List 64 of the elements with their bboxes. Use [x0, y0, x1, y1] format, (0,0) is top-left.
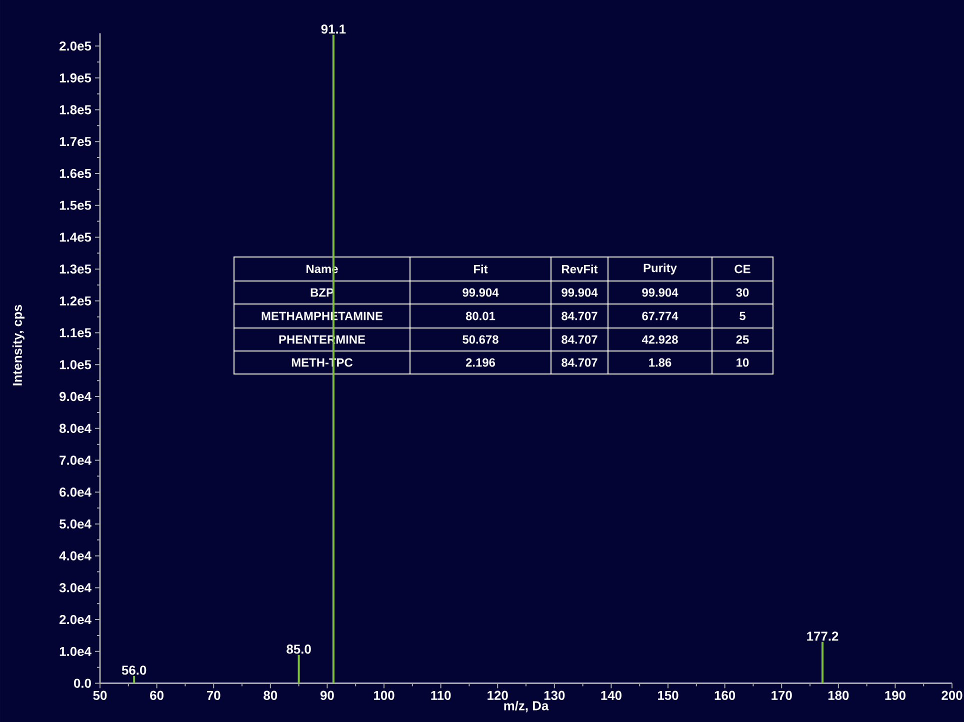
y-tick-label: 5.0e4	[59, 519, 92, 529]
x-tick-label: 90	[320, 690, 334, 700]
y-tick-label: 1.4e5	[60, 232, 92, 242]
y-tick-label: 7.0e4	[60, 456, 92, 465]
y-tick-label: 2.0e5	[60, 41, 92, 51]
x-tick-label: 190	[885, 690, 906, 700]
x-tick-label: 140	[601, 690, 622, 700]
annotation: 177.2	[807, 632, 838, 641]
annotation: 56.0	[122, 666, 146, 675]
y-tick-label: 1.8e5	[60, 105, 92, 114]
y-tick-label: 1.7e5	[60, 137, 92, 146]
x-tick-label: 70	[206, 690, 220, 700]
y-tick-label: 4.0e4	[59, 551, 92, 560]
x-tick-label: 120	[488, 690, 508, 700]
annotation: CE	[734, 264, 750, 274]
annotation: 5	[740, 312, 746, 320]
annotation: 91.1	[321, 24, 346, 34]
y-tick-label: 1.0e5	[60, 360, 92, 370]
y-tick-label: 1.9e5	[60, 73, 92, 82]
x-tick-label: 130	[544, 690, 565, 700]
x-tick-label: 180	[828, 690, 849, 700]
x-tick-label: 160	[714, 690, 736, 700]
annotation: 50.678	[462, 335, 498, 344]
y-tick-label: 6.0e4	[60, 488, 92, 497]
x-tick-label: 110	[431, 690, 451, 700]
y-tick-label: 9.0e4	[60, 392, 92, 402]
annotation: 30	[736, 288, 749, 297]
y-tick-label: 1.5e5	[60, 200, 92, 210]
annotation: 99.904	[642, 288, 678, 297]
x-tick-label: 60	[150, 690, 164, 700]
annotation: 10	[736, 358, 749, 367]
y-tick-label: 2.0e4	[60, 614, 92, 624]
annotation: 84.707	[562, 312, 598, 320]
annotation: Purity	[644, 263, 677, 275]
y-tick-label: 1.3e5	[60, 264, 92, 274]
x-tick-label: 80	[264, 690, 278, 700]
x-tick-label: 50	[93, 690, 107, 700]
y-tick-label: 1.0e4	[60, 646, 92, 656]
annotation: 25	[736, 335, 749, 344]
annotation: 2.196	[466, 358, 496, 367]
annotation: 99.904	[462, 288, 499, 297]
x-tick-label: 100	[374, 690, 394, 700]
y-tick-label: 1.1e5	[60, 328, 92, 338]
x-axis-title: m/z, Da	[504, 700, 549, 712]
annotation: Fit	[474, 264, 488, 274]
annotation: 80.01	[466, 312, 496, 320]
annotation: 84.707	[562, 358, 598, 367]
x-tick-label: 170	[772, 690, 792, 700]
annotation: 1.86	[649, 358, 672, 367]
x-tick-label: 200	[942, 690, 962, 700]
y-tick-label: 3.0e4	[59, 583, 92, 592]
annotation: 42.928	[642, 335, 678, 344]
annotation: 84.707	[562, 335, 598, 344]
y-tick-label: 8.0e4	[59, 424, 92, 433]
annotation: BZP	[310, 288, 334, 297]
y-tick-label: 1.2e5	[60, 296, 92, 306]
y-tick-label: 1.6e5	[60, 168, 92, 178]
y-axis-title: Intensity, cps	[12, 304, 24, 386]
annotation: 85.0	[286, 644, 311, 654]
annotation: RevFit	[562, 264, 598, 274]
x-tick-label: 150	[658, 690, 678, 700]
annotation: 99.904	[562, 288, 598, 297]
annotation: 67.774	[642, 312, 678, 320]
y-tick-label: 0.0	[74, 678, 91, 688]
